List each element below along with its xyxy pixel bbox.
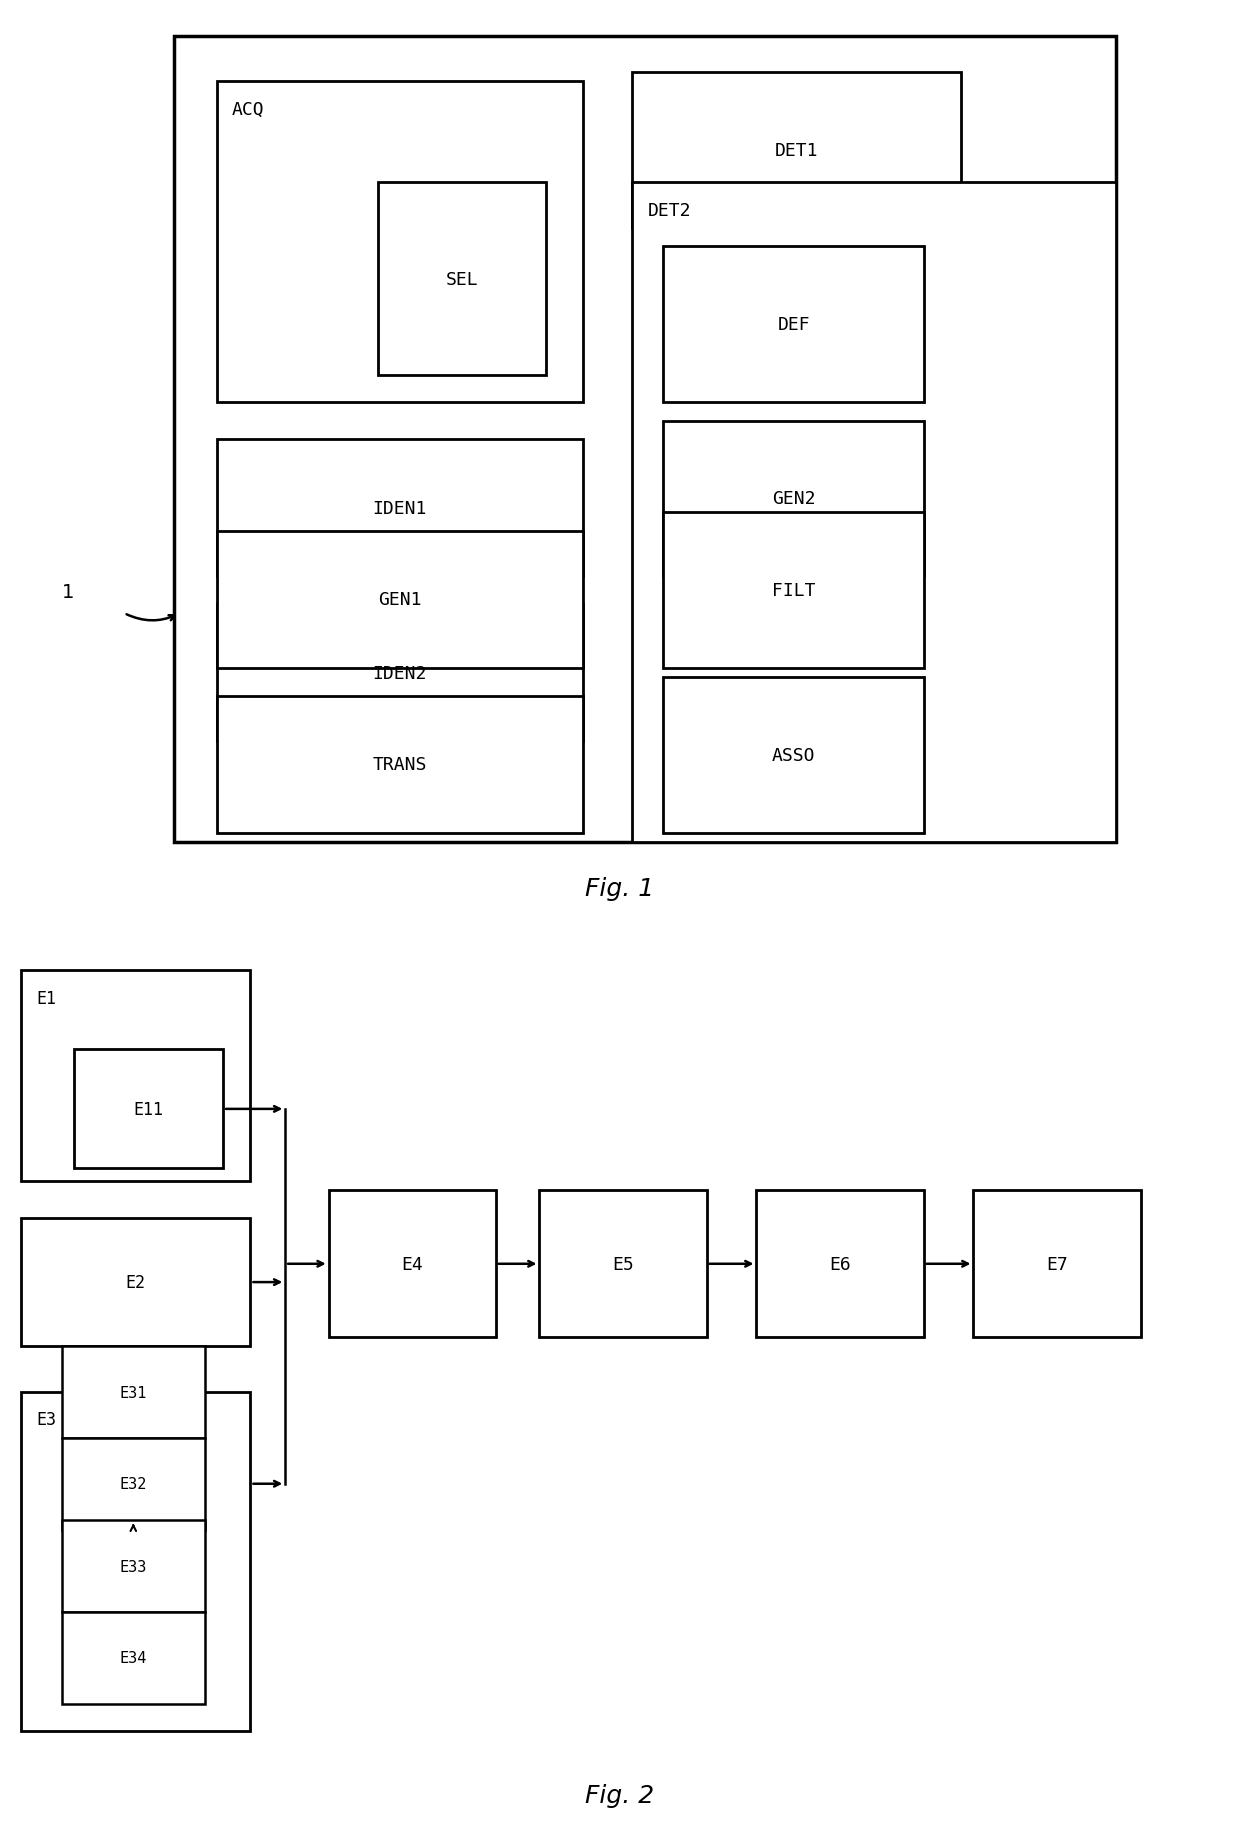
Text: IDEN1: IDEN1 [373, 500, 427, 517]
Bar [756, 1191, 924, 1337]
Text: E3: E3 [36, 1411, 56, 1429]
Text: E1: E1 [36, 989, 56, 1008]
Text: 1: 1 [62, 583, 74, 601]
Text: GEN1: GEN1 [378, 592, 422, 608]
Bar [632, 73, 961, 229]
Bar [21, 971, 250, 1182]
Text: TRANS: TRANS [373, 757, 427, 773]
Bar [62, 1612, 205, 1704]
Text: SEL: SEL [445, 271, 479, 288]
Bar [217, 605, 583, 742]
Text: Fig. 2: Fig. 2 [585, 1783, 655, 1808]
Bar [378, 183, 546, 376]
Bar [21, 1218, 250, 1347]
Text: E31: E31 [119, 1385, 148, 1400]
Bar [217, 531, 583, 669]
Text: E4: E4 [402, 1255, 423, 1273]
Text: DET2: DET2 [647, 202, 691, 220]
Bar [663, 678, 924, 834]
Bar [217, 696, 583, 834]
Text: DET1: DET1 [775, 143, 818, 159]
Bar [174, 37, 1116, 843]
Bar [217, 440, 583, 577]
Bar [74, 1050, 223, 1169]
Text: ASSO: ASSO [771, 747, 816, 764]
Text: E32: E32 [119, 1477, 148, 1491]
Bar [21, 1392, 250, 1731]
Text: ACQ: ACQ [232, 101, 264, 119]
Text: E5: E5 [613, 1255, 634, 1273]
Text: Fig. 1: Fig. 1 [585, 876, 655, 901]
Bar [62, 1347, 205, 1438]
Bar [973, 1191, 1141, 1337]
Bar [663, 247, 924, 403]
Text: E33: E33 [119, 1559, 148, 1574]
Text: FILT: FILT [771, 583, 816, 599]
Text: GEN2: GEN2 [771, 491, 816, 507]
Text: E34: E34 [119, 1651, 148, 1665]
Bar [329, 1191, 496, 1337]
Bar [217, 82, 583, 403]
Bar [62, 1438, 205, 1530]
Text: DEF: DEF [777, 317, 810, 333]
Bar [632, 183, 1116, 843]
Text: E6: E6 [830, 1255, 851, 1273]
Text: E7: E7 [1047, 1255, 1068, 1273]
Text: E11: E11 [134, 1101, 164, 1118]
Bar [539, 1191, 707, 1337]
Bar [62, 1521, 205, 1612]
Text: E2: E2 [125, 1273, 146, 1292]
Bar [663, 513, 924, 669]
Bar [663, 421, 924, 577]
Text: IDEN2: IDEN2 [373, 665, 427, 682]
